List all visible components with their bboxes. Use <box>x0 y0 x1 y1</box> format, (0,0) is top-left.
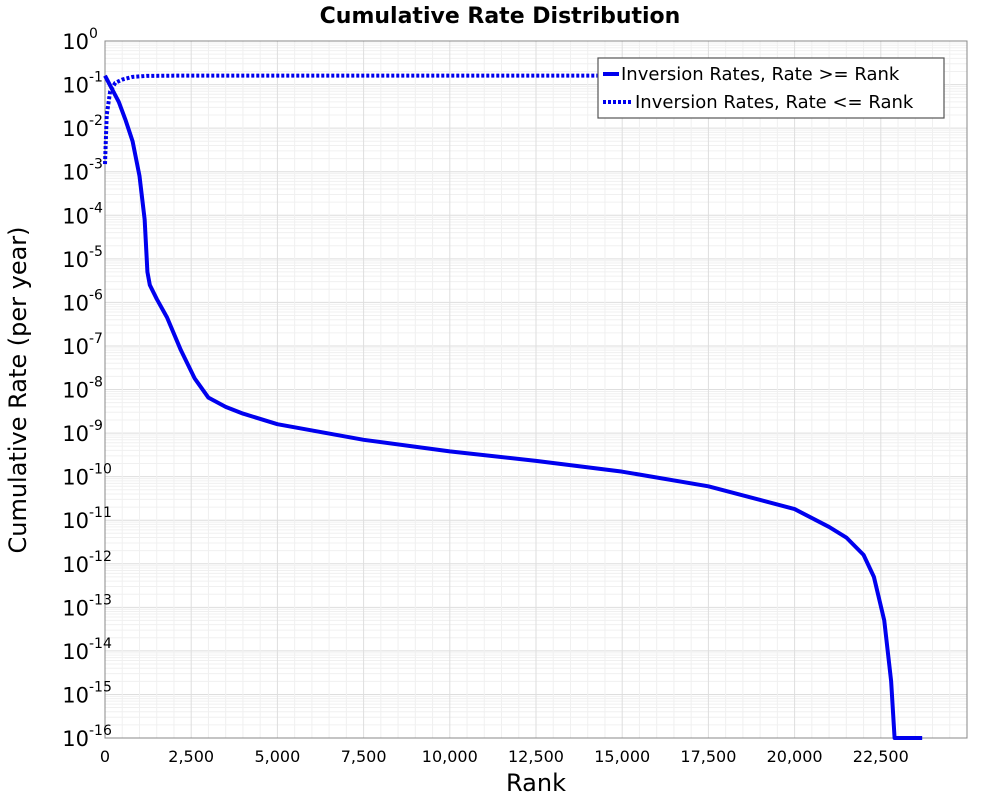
x-tick-label: 17,500 <box>680 747 736 766</box>
y-tick-label: 10 <box>62 161 89 185</box>
y-tick-exponent: -12 <box>89 549 112 565</box>
x-tick-label: 10,000 <box>422 747 478 766</box>
y-tick-label: 10 <box>62 30 89 54</box>
x-tick-label: 22,500 <box>853 747 909 766</box>
y-tick-label: 10 <box>62 74 89 98</box>
y-tick-exponent: -6 <box>89 287 103 303</box>
y-tick-exponent: -2 <box>89 113 103 129</box>
y-tick-label: 10 <box>62 553 89 577</box>
y-axis-title: Cumulative Rate (per year) <box>4 226 32 553</box>
y-tick-exponent: -10 <box>89 462 112 478</box>
legend-label-rate-le-rank: Inversion Rates, Rate <= Rank <box>635 92 914 113</box>
y-tick-exponent: -16 <box>89 723 112 739</box>
y-tick-exponent: -14 <box>89 636 112 652</box>
tick-layer: 0 2,500 5,000 7,500 10,000 12,500 15,000 17,500… <box>62 26 909 766</box>
y-tick-exponent: 0 <box>89 26 98 42</box>
y-tick-label: 10 <box>62 204 89 228</box>
chart-title: Cumulative Rate Distribution <box>320 4 681 29</box>
y-tick-exponent: -7 <box>89 331 103 347</box>
y-tick-label: 10 <box>62 248 89 272</box>
y-tick-exponent: -1 <box>89 70 103 86</box>
y-tick-exponent: -11 <box>89 505 112 521</box>
y-tick-label: 10 <box>62 509 89 533</box>
y-tick-label: 10 <box>62 291 89 315</box>
y-tick-label: 10 <box>62 727 89 751</box>
x-tick-label: 15,000 <box>594 747 650 766</box>
grid-layer <box>104 40 968 739</box>
y-tick-label: 10 <box>62 422 89 446</box>
plot-frame <box>104 40 968 739</box>
legend: Inversion Rates, Rate >= Rank Inversion … <box>597 57 945 119</box>
y-tick-exponent: -3 <box>89 157 103 173</box>
y-tick-label: 10 <box>62 379 89 403</box>
x-tick-label: 5,000 <box>254 747 300 766</box>
legend-box <box>597 57 945 119</box>
y-tick-exponent: -8 <box>89 375 103 391</box>
y-tick-label: 10 <box>62 466 89 490</box>
y-tick-label: 10 <box>62 596 89 620</box>
y-tick-exponent: -15 <box>89 679 112 695</box>
y-tick-exponent: -9 <box>89 418 103 434</box>
x-axis-title: Rank <box>506 769 566 797</box>
series-line-rate-ge-rank <box>103 74 923 740</box>
x-tick-label: 20,000 <box>767 747 823 766</box>
x-tick-label: 2,500 <box>168 747 214 766</box>
y-tick-exponent: -13 <box>89 592 112 608</box>
y-tick-label: 10 <box>62 335 89 359</box>
x-tick-label: 12,500 <box>508 747 564 766</box>
y-tick-exponent: -4 <box>89 200 103 216</box>
legend-label-rate-ge-rank: Inversion Rates, Rate >= Rank <box>621 64 900 85</box>
y-tick-label: 10 <box>62 640 89 664</box>
x-tick-label: 7,500 <box>341 747 387 766</box>
y-tick-exponent: -5 <box>89 244 103 260</box>
y-tick-label: 10 <box>62 683 89 707</box>
x-tick-label: 0 <box>100 747 110 766</box>
y-tick-label: 10 <box>62 117 89 141</box>
